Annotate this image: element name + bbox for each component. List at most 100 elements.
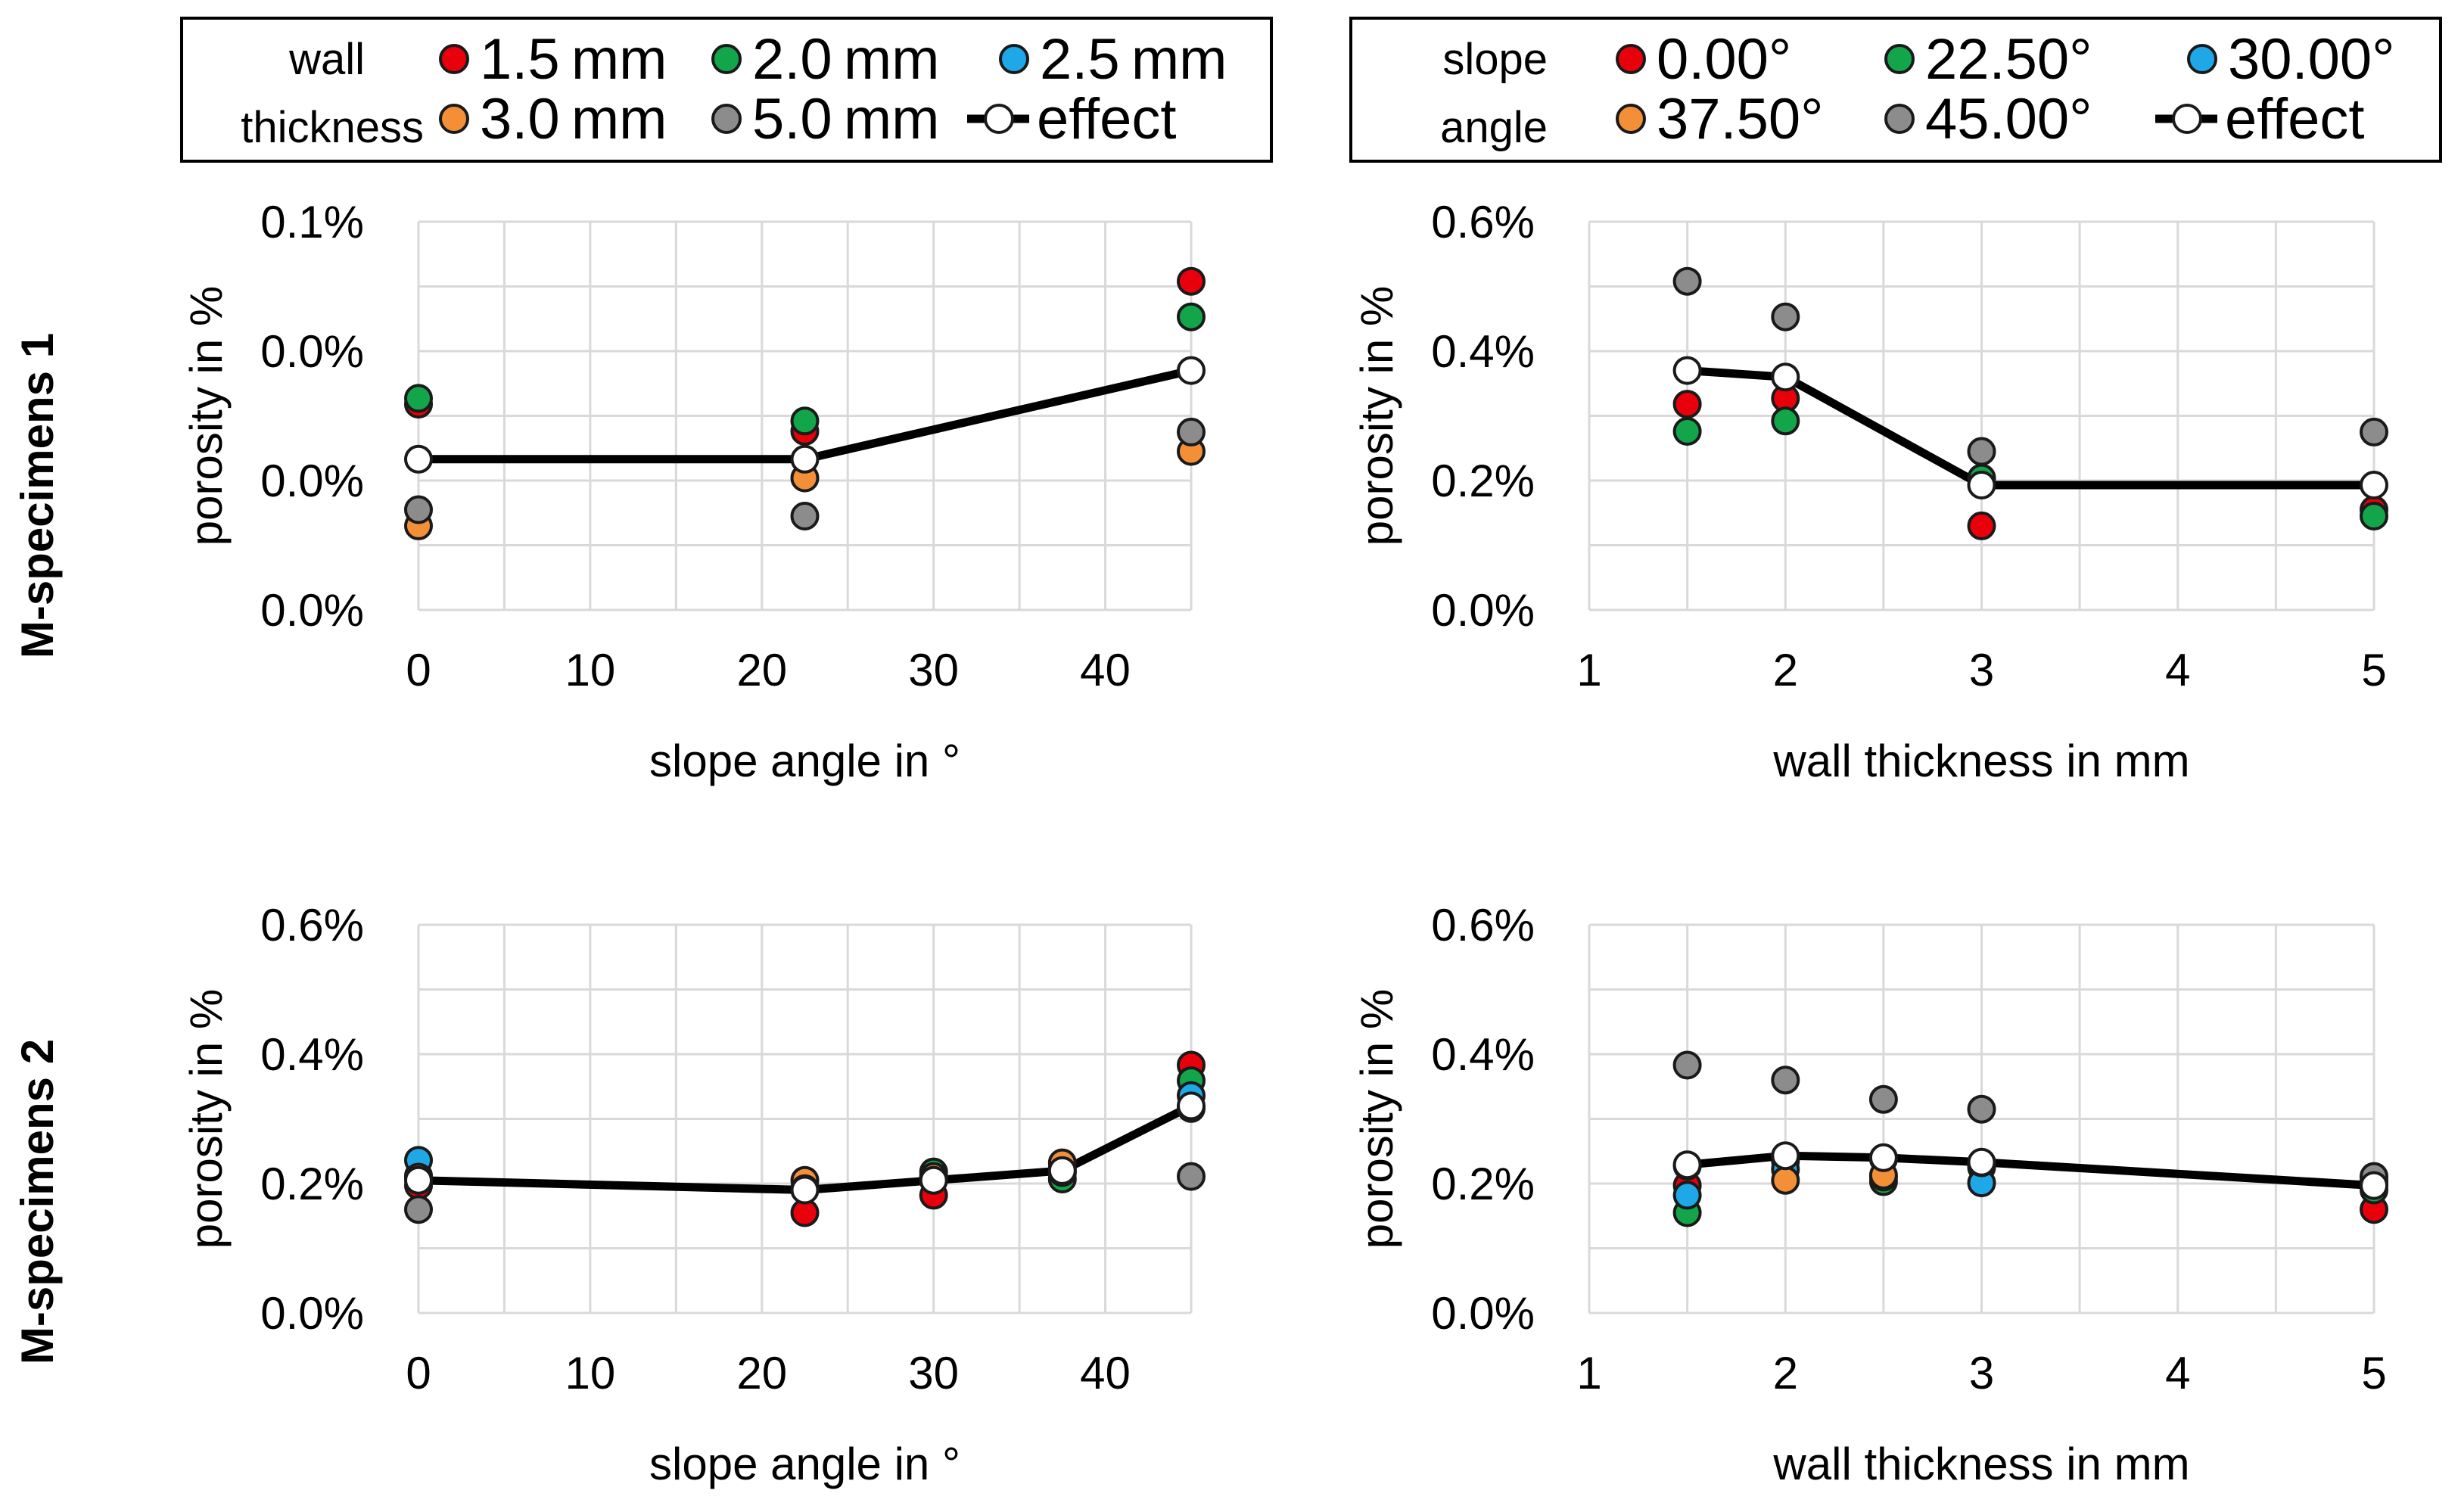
legend-2-5-mm-label: 2.5 mm bbox=[1040, 27, 1227, 92]
y-axis-label: porosity in % bbox=[1352, 286, 1402, 546]
point-45-00 bbox=[1868, 1084, 1898, 1114]
legend-22-50-label: 22.50° bbox=[1925, 27, 2092, 92]
point-5-0-mm bbox=[790, 502, 820, 530]
point-22-50 bbox=[1771, 406, 1800, 436]
x-tick-label: 3 bbox=[1969, 645, 1994, 695]
point-effect bbox=[1177, 1091, 1206, 1121]
legend-effect-label: effect bbox=[1037, 87, 1177, 151]
point-2-0-mm bbox=[1177, 302, 1206, 331]
x-tick-label: 20 bbox=[736, 645, 787, 695]
point-effect bbox=[2360, 1171, 2388, 1200]
legend-30-00-label: 30.00° bbox=[2228, 27, 2395, 92]
point-effect bbox=[404, 1165, 433, 1195]
point-effect bbox=[1672, 356, 1702, 385]
y-tick-label: 0.6% bbox=[1431, 900, 1535, 950]
row-label-1: M-specimens 1 bbox=[12, 333, 63, 658]
point-22-50 bbox=[2360, 502, 2388, 530]
x-axis-label: slope angle in ° bbox=[649, 1439, 960, 1489]
x-tick-label: 0 bbox=[406, 645, 431, 695]
point-45-00 bbox=[1967, 1094, 1996, 1124]
y-tick-label: 0.4% bbox=[260, 1029, 364, 1080]
x-axis-label: wall thickness in mm bbox=[1772, 1439, 2189, 1489]
x-tick-label: 1 bbox=[1576, 1348, 1601, 1398]
point-effect bbox=[1868, 1143, 1898, 1172]
y-axis-label: porosity in % bbox=[181, 286, 232, 546]
point-2-0-mm bbox=[404, 384, 433, 413]
x-axis-label: wall thickness in mm bbox=[1772, 736, 2189, 786]
effect-series-line bbox=[1687, 366, 2374, 490]
legend-0-00-marker bbox=[1616, 44, 1646, 74]
legend-1-5-mm-label: 1.5 mm bbox=[480, 27, 667, 92]
legend-37-50-label: 37.50° bbox=[1657, 87, 1824, 151]
legend-5-0-mm-marker bbox=[711, 104, 742, 134]
point-45-00 bbox=[2360, 417, 2388, 446]
x-tick-label: 3 bbox=[1969, 1348, 1994, 1398]
x-tick-label: 30 bbox=[908, 1348, 959, 1398]
y-tick-label: 0.0% bbox=[260, 326, 364, 377]
legend-0-00-label: 0.00° bbox=[1657, 27, 1791, 92]
x-tick-label: 4 bbox=[2165, 1348, 2190, 1398]
point-5-0-mm bbox=[1177, 417, 1206, 446]
legend-3-0-mm-label: 3.0 mm bbox=[480, 87, 667, 151]
legend-frame bbox=[1349, 17, 2442, 163]
point-effect bbox=[1177, 356, 1206, 385]
point-37-50 bbox=[1771, 1165, 1800, 1195]
point-45-00 bbox=[1771, 1066, 1800, 1095]
point-5-0-mm bbox=[404, 1195, 433, 1224]
point-0-00 bbox=[1672, 390, 1702, 419]
legend-effect-marker bbox=[2172, 104, 2202, 134]
x-tick-label: 40 bbox=[1080, 1348, 1131, 1398]
legend-2-5-mm-marker bbox=[999, 44, 1029, 74]
point-30-00 bbox=[1672, 1181, 1702, 1210]
legend-22-50-marker bbox=[1884, 44, 1915, 74]
legend-3-0-mm-marker bbox=[439, 104, 469, 134]
legend-title-line1: wall bbox=[288, 35, 365, 84]
y-tick-label: 0.0% bbox=[1431, 1288, 1535, 1339]
point-effect bbox=[1771, 1141, 1800, 1171]
chart-m1-slope-angle: 0.0% 0.0% 0.0% 0.1% 0 10 20 30 40 slope angle in … bbox=[181, 197, 1206, 786]
legend-title-line2: thickness bbox=[241, 103, 424, 152]
point-effect bbox=[1047, 1156, 1077, 1185]
x-tick-label: 5 bbox=[2361, 645, 2386, 695]
legend-frame bbox=[180, 17, 1273, 163]
point-effect bbox=[1672, 1150, 1702, 1180]
legend-45-00-label: 45.00° bbox=[1925, 87, 2092, 151]
y-tick-label: 0.4% bbox=[1431, 326, 1535, 377]
legend-2-0-mm-marker bbox=[711, 44, 742, 74]
point-45-00 bbox=[1672, 1050, 1702, 1080]
legend-37-50-marker bbox=[1616, 104, 1646, 134]
y-tick-label: 0.4% bbox=[1431, 1029, 1535, 1080]
legend-45-00-marker bbox=[1884, 104, 1915, 134]
y-tick-label: 0.6% bbox=[260, 900, 364, 950]
x-tick-label: 20 bbox=[736, 1348, 787, 1398]
legend-title-line1: slope bbox=[1442, 35, 1548, 84]
chart-m2-slope-angle: 0.0% 0.2% 0.4% 0.6% 0 10 20 30 40 slope angle in … bbox=[181, 900, 1206, 1489]
point-1-5-mm bbox=[1177, 266, 1206, 296]
x-tick-label: 0 bbox=[406, 1348, 431, 1398]
point-0-00 bbox=[1967, 511, 1996, 540]
x-tick-label: 4 bbox=[2165, 645, 2190, 695]
legend-2-0-mm-label: 2.0 mm bbox=[752, 27, 939, 92]
point-effect bbox=[1967, 471, 1996, 499]
chart-m2-wall-thickness: 0.0% 0.2% 0.4% 0.6% 1 2 3 4 5 wall thickness in m… bbox=[1352, 900, 2388, 1489]
x-tick-label: 2 bbox=[1773, 1348, 1798, 1398]
y-tick-label: 0.6% bbox=[1431, 197, 1535, 247]
legend-5-0-mm-label: 5.0 mm bbox=[752, 87, 939, 151]
x-tick-label: 2 bbox=[1773, 645, 1798, 695]
legend-title-line2: angle bbox=[1440, 103, 1548, 152]
point-effect bbox=[404, 444, 433, 474]
x-tick-label: 40 bbox=[1080, 645, 1131, 695]
y-tick-label: 0.2% bbox=[1431, 456, 1535, 506]
x-tick-label: 5 bbox=[2361, 1348, 2386, 1398]
y-tick-label: 0.0% bbox=[1431, 585, 1535, 636]
point-effect bbox=[919, 1165, 948, 1195]
row-label-2: M-specimens 2 bbox=[12, 1039, 63, 1364]
point-5-0-mm bbox=[404, 495, 433, 524]
x-tick-label: 1 bbox=[1576, 645, 1601, 695]
y-tick-label: 0.0% bbox=[260, 456, 364, 506]
y-tick-label: 0.0% bbox=[260, 1288, 364, 1339]
y-tick-label: 0.1% bbox=[260, 197, 364, 247]
point-effect bbox=[1771, 362, 1800, 392]
point-effect bbox=[790, 1175, 820, 1205]
point-2-0-mm bbox=[790, 406, 820, 436]
